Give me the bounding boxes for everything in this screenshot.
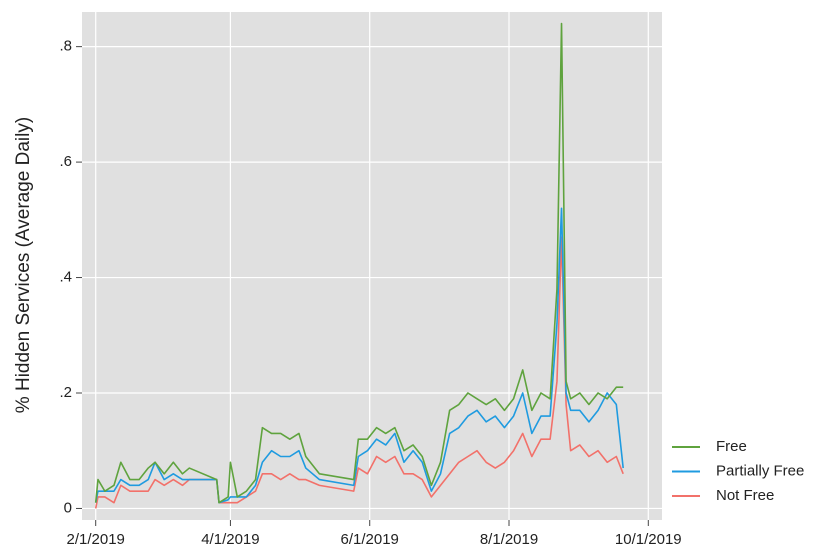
x-tick-label: 10/1/2019	[615, 531, 682, 548]
x-tick-label: 4/1/2019	[201, 531, 259, 548]
y-tick-label: .2	[59, 384, 72, 401]
x-tick-label: 2/1/2019	[67, 531, 125, 548]
legend-label: Free	[716, 438, 747, 455]
series-line	[94, 22, 624, 504]
series-line	[94, 207, 624, 504]
y-tick-label: .8	[59, 38, 72, 55]
y-tick-label: .4	[59, 269, 72, 286]
x-tick-label: 6/1/2019	[341, 531, 399, 548]
y-axis-label: % Hidden Services (Average Daily)	[13, 117, 34, 413]
legend-label: Not Free	[716, 487, 774, 504]
y-tick-label: 0	[64, 499, 72, 516]
legend-label: Partially Free	[716, 462, 804, 479]
y-tick-label: .6	[59, 153, 72, 170]
x-tick-label: 8/1/2019	[480, 531, 538, 548]
series-line	[94, 236, 624, 509]
